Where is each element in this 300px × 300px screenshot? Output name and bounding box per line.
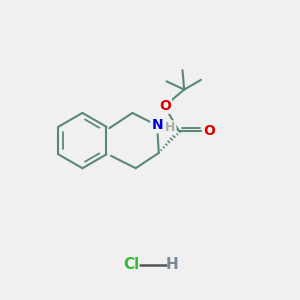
Text: O: O <box>203 124 215 138</box>
Text: N: N <box>151 118 163 132</box>
Text: O: O <box>159 99 171 113</box>
Text: H: H <box>166 257 178 272</box>
Text: Cl: Cl <box>123 257 139 272</box>
Text: H: H <box>165 121 175 134</box>
